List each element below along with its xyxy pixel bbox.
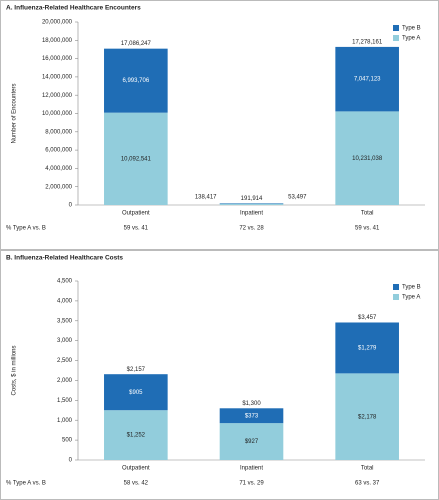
x-tick-label: Total	[361, 466, 374, 472]
y-tick-label: 2,000	[57, 378, 73, 384]
row-label: % Type A vs. B	[6, 481, 46, 487]
y-tick-label: 4,000,000	[45, 166, 72, 172]
bar-segment	[104, 48, 168, 113]
total-label: 191,914	[241, 196, 263, 202]
y-tick-label: 12,000,000	[42, 93, 73, 99]
data-label: 10,231,038	[352, 156, 383, 162]
total-label: $1,300	[242, 401, 261, 407]
legend-label: Type B	[402, 285, 421, 291]
bar-segment	[335, 46, 399, 112]
y-tick-label: 1,500	[57, 398, 73, 404]
y-tick-label: 20,000,000	[42, 20, 73, 26]
y-tick-label: 10,000,000	[42, 111, 73, 117]
y-tick-label: 1,000	[57, 418, 73, 424]
y-tick-label: 8,000,000	[45, 129, 72, 135]
bar-segment	[219, 408, 284, 424]
chart-title: A. Influenza-Related Healthcare Encounte…	[6, 5, 141, 12]
total-label: 17,086,247	[121, 41, 152, 47]
x-tick-label: Outpatient	[122, 466, 150, 472]
data-label: 53,497	[288, 195, 307, 201]
bar-segment	[104, 410, 168, 460]
y-tick-label: 2,000,000	[45, 184, 72, 190]
total-label: $3,457	[358, 315, 377, 321]
bar-segment	[219, 203, 284, 205]
y-tick-label: 18,000,000	[42, 38, 73, 44]
row-value: 72 vs. 28	[239, 226, 264, 232]
data-label: 10,092,541	[121, 156, 152, 162]
row-value: 59 vs. 41	[124, 226, 149, 232]
bar-segment	[335, 111, 399, 205]
bar-segment	[335, 373, 399, 460]
legend-label: Type B	[402, 26, 421, 32]
x-tick-label: Inpatient	[240, 211, 263, 217]
bar-segment	[335, 322, 399, 374]
y-axis-label: Costs, $ in millions	[12, 345, 18, 395]
data-label: $905	[129, 390, 143, 396]
data-label: $2,178	[358, 414, 377, 420]
total-label: 17,278,161	[352, 39, 383, 45]
row-value: 59 vs. 41	[355, 226, 380, 232]
row-value: 58 vs. 42	[124, 481, 149, 487]
data-label: $373	[245, 413, 259, 419]
bar-segment	[104, 374, 168, 411]
y-tick-label: 4,000	[57, 298, 73, 304]
data-label: 7,047,123	[354, 77, 381, 83]
y-tick-label: 6,000,000	[45, 148, 72, 154]
y-tick-label: 14,000,000	[42, 74, 73, 80]
data-label: 138,417	[195, 195, 217, 201]
data-label: 6,993,706	[122, 78, 149, 84]
data-label: $927	[245, 439, 259, 445]
y-tick-label: 2,500	[57, 358, 73, 364]
y-tick-label: 3,000	[57, 338, 73, 344]
x-tick-label: Total	[361, 211, 374, 217]
x-tick-label: Inpatient	[240, 466, 263, 472]
row-label: % Type A vs. B	[6, 226, 46, 232]
x-tick-label: Outpatient	[122, 211, 150, 217]
chart-title: B. Influenza-Related Healthcare Costs	[6, 255, 123, 262]
total-label: $2,157	[127, 367, 146, 373]
y-tick-label: 4,500	[57, 279, 73, 285]
bar-segment	[104, 112, 168, 205]
y-tick-label: 0	[69, 203, 73, 209]
y-tick-label: 500	[62, 438, 73, 444]
legend-swatch	[393, 294, 399, 300]
legend-label: Type A	[402, 295, 420, 301]
data-label: $1,279	[358, 346, 377, 352]
y-tick-label: 0	[69, 458, 73, 464]
row-value: 63 vs. 37	[355, 481, 380, 487]
bar-segment	[219, 423, 284, 460]
data-label: $1,252	[127, 433, 146, 439]
row-value: 71 vs. 29	[239, 481, 264, 487]
legend-label: Type A	[402, 36, 420, 42]
legend-swatch	[393, 284, 399, 290]
legend-swatch	[393, 35, 399, 41]
y-tick-label: 16,000,000	[42, 56, 73, 62]
legend-swatch	[393, 25, 399, 31]
y-tick-label: 3,500	[57, 318, 73, 324]
y-axis-label: Number of Encounters	[12, 83, 18, 143]
